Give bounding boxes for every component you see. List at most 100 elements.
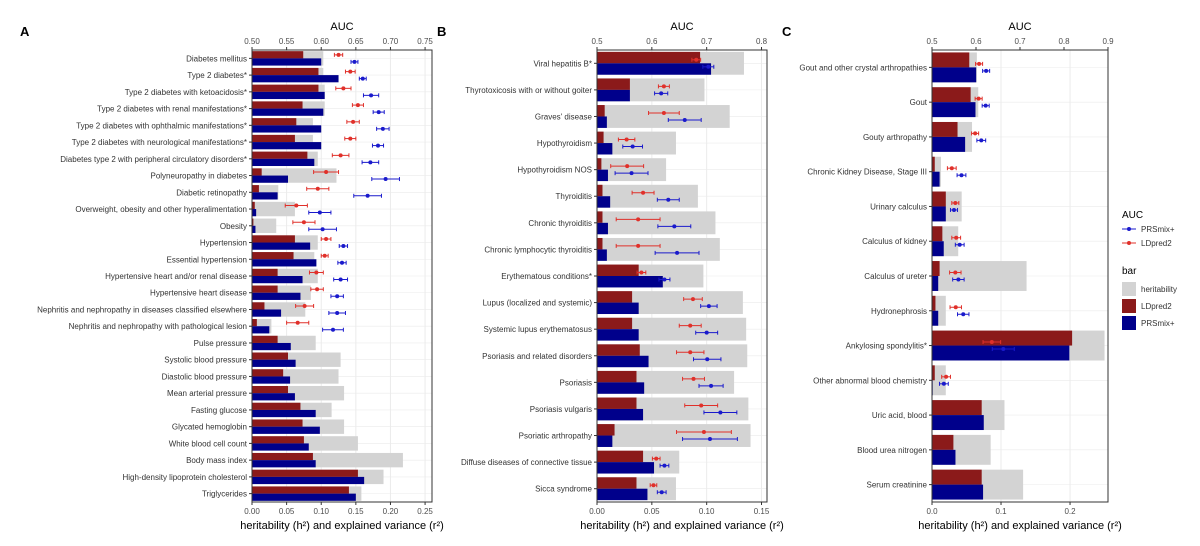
auc-tick-label: 0.50 xyxy=(244,37,260,46)
bar-prsmix xyxy=(932,449,956,465)
bar-heritability xyxy=(597,158,667,182)
panel-letter: C xyxy=(782,24,792,39)
category-label: Type 2 diabetes with ketoacidosis* xyxy=(125,88,247,97)
legend-bar-label: LDpred2 xyxy=(1141,302,1172,311)
category-labels: Diabetes mellitus Type 2 diabetes* Type 2 … xyxy=(37,54,252,499)
category-label: Chronic lymphocytic thyroiditis xyxy=(484,245,592,254)
prsmix-auc-point xyxy=(335,310,340,315)
bars xyxy=(597,51,751,501)
category-label: Blood urea nitrogen xyxy=(857,446,927,455)
ldpred2-auc-point xyxy=(694,57,699,62)
bar-ldpred2 xyxy=(252,385,288,394)
category-label: Overweight, obesity and other hyperalime… xyxy=(75,205,247,214)
bar-heritability xyxy=(252,218,277,233)
prsmix-auc-point xyxy=(959,173,964,178)
category-label: Obesity xyxy=(220,222,247,231)
ldpred2-auc-point xyxy=(336,52,341,57)
bar-prsmix xyxy=(597,355,649,368)
panel-letter: B xyxy=(437,24,446,39)
ldpred2-auc-point xyxy=(654,456,659,461)
bar-heritability xyxy=(932,365,946,396)
bar-prsmix xyxy=(252,175,288,183)
category-label: Diabetic retinopathy xyxy=(176,188,247,197)
category-label: High-density lipoprotein cholesterol xyxy=(122,473,247,482)
ldpred2-auc-point xyxy=(301,220,306,225)
panel-b: B 0.00 0.05 0.10 0.15 heritability (h²) and e… xyxy=(437,21,784,532)
bar-ldpred2 xyxy=(252,134,295,143)
prsmix-auc-point xyxy=(630,144,635,149)
auc-tick-label: 0.6 xyxy=(970,37,982,46)
prsmix-auc-point xyxy=(984,68,989,73)
ldpred2-auc-point xyxy=(322,253,327,258)
bar-heritability xyxy=(597,184,698,208)
bar-prsmix xyxy=(597,116,607,128)
bar-ldpred2 xyxy=(932,226,943,242)
bar-prsmix xyxy=(252,209,257,217)
ldpred2-auc-point xyxy=(351,119,356,124)
bar-prsmix xyxy=(252,125,322,133)
ldpred2-auc-point xyxy=(314,270,319,275)
ldpred2-auc-point xyxy=(691,376,696,381)
bar-prsmix xyxy=(252,108,324,116)
ldpred2-auc-point xyxy=(651,483,656,488)
bar-ldpred2 xyxy=(597,317,633,330)
legend: AUC PRSmix+ LDpred2 bar heritability LDpred2 P… xyxy=(1122,210,1177,330)
bar-ldpred2 xyxy=(597,264,639,276)
bar-heritability xyxy=(597,105,730,128)
bar-prsmix xyxy=(597,143,613,155)
category-label: Systolic blood pressure xyxy=(164,356,247,365)
ldpred2-auc-point xyxy=(701,430,706,435)
auc-tick-label: 0.7 xyxy=(1014,37,1026,46)
panel-c: C 0.0 0.1 0.2 heritability (h²) and explaine… xyxy=(782,21,1122,532)
bar-prsmix xyxy=(252,443,309,451)
auc-tick-label: 0.60 xyxy=(313,37,329,46)
prsmix-auc-point xyxy=(941,381,946,386)
legend-bar-label: heritability xyxy=(1141,285,1177,294)
bar-ldpred2 xyxy=(252,67,319,76)
bar-heritability xyxy=(252,201,295,217)
auc-tick-label: 0.55 xyxy=(279,37,295,46)
bar-heritability xyxy=(597,424,751,447)
bar-ldpred2 xyxy=(252,235,295,243)
bar-prsmix xyxy=(252,409,316,418)
category-label: Fasting glucose xyxy=(191,406,248,415)
prsmix-auc-point xyxy=(672,224,677,229)
bar-ldpred2 xyxy=(932,156,935,172)
legend-bar-swatch xyxy=(1122,316,1136,330)
prsmix-auc-point xyxy=(979,138,984,143)
legend-bar-label: PRSmix+ xyxy=(1141,319,1175,328)
bar-prsmix xyxy=(597,382,645,394)
bar-ldpred2 xyxy=(252,252,294,260)
prsmix-auc-point xyxy=(320,227,325,232)
ldpred2-auc-point xyxy=(688,350,693,355)
ldpred2-auc-point xyxy=(636,243,641,248)
bar-prsmix xyxy=(932,484,984,500)
category-label: Erythematous conditions* xyxy=(501,272,592,281)
ldpred2-auc-point xyxy=(973,131,978,136)
category-label: Psoriasis vulgaris xyxy=(530,405,592,414)
category-label: Polyneuropathy in diabetes xyxy=(150,172,247,181)
bar-ldpred2 xyxy=(252,402,301,410)
bar-ldpred2 xyxy=(252,84,319,92)
prsmix-auc-point xyxy=(659,490,664,495)
ldpred2-auc-point xyxy=(625,164,630,169)
x-tick-label: 0.15 xyxy=(754,507,770,516)
auc-tick-label: 0.8 xyxy=(756,37,768,46)
x-tick-label: 0.05 xyxy=(279,507,295,516)
bar-ldpred2 xyxy=(597,131,604,144)
ldpred2-auc-point xyxy=(989,340,994,345)
ldpred2-auc-point xyxy=(315,287,320,292)
auc-points xyxy=(284,52,400,332)
category-label: Chronic thyroiditis xyxy=(528,219,592,228)
category-label: Body mass index xyxy=(186,456,247,465)
category-label: Graves' disease xyxy=(535,112,593,121)
prsmix-auc-point xyxy=(706,64,711,69)
category-labels: Viral hepatitis B* Thyrotoxicosis with or… xyxy=(461,59,597,494)
bar-prsmix xyxy=(932,206,946,222)
ldpred2-auc-point xyxy=(953,305,958,310)
category-labels: Gout and other crystal arthropathies Gout… xyxy=(799,63,932,490)
ldpred2-auc-point xyxy=(348,136,353,141)
bars xyxy=(252,51,403,501)
bar-ldpred2 xyxy=(932,87,971,103)
category-label: Sicca syndrome xyxy=(535,485,592,494)
